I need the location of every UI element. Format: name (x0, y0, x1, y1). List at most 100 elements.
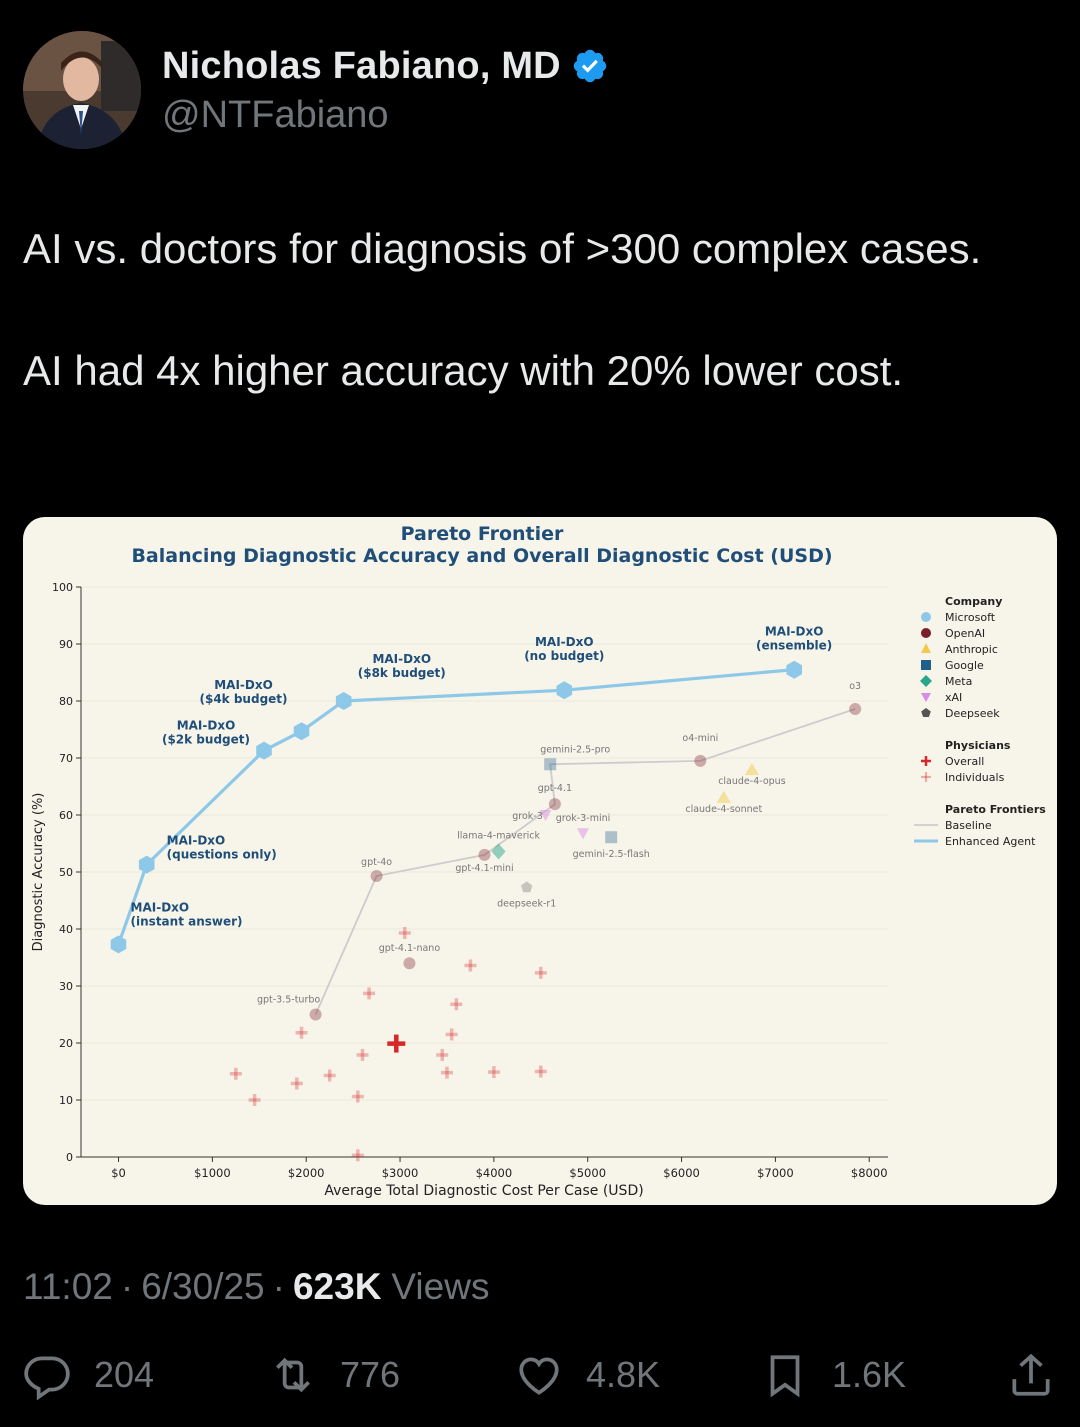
y-tick-label: 60 (59, 809, 73, 822)
enhanced-agent-marker (293, 722, 310, 741)
legend-label: Anthropic (945, 643, 998, 656)
enhanced-agent-label: MAI-DxO (372, 652, 431, 666)
enhanced-agent-label: (instant answer) (131, 914, 243, 928)
model-marker (403, 957, 416, 970)
enhanced-agent-label: (questions only) (167, 848, 277, 862)
model-label: grok-3 (512, 811, 543, 822)
enhanced-agent-label: ($8k budget) (358, 666, 446, 680)
views-count: 623K (292, 1266, 382, 1307)
author-avatar[interactable] (23, 31, 141, 149)
legend-marker (920, 675, 932, 687)
legend-label: Google (945, 659, 984, 672)
model-marker (744, 762, 759, 775)
legend-label: Baseline (945, 819, 992, 832)
like-count: 4.8K (586, 1354, 661, 1395)
enhanced-agent-label: MAI-DxO (167, 834, 226, 848)
model-label: gpt-4.1-nano (379, 943, 441, 954)
repost-count: 776 (340, 1354, 401, 1395)
x-tick-label: $2000 (288, 1166, 325, 1180)
legend-title-company: Company (945, 595, 1002, 608)
y-tick-label: 70 (59, 752, 73, 765)
avatar-image (23, 31, 141, 149)
reply-count: 204 (94, 1354, 155, 1395)
model-marker (548, 798, 561, 811)
legend-label: xAI (945, 691, 962, 704)
chart-subtitle: Balancing Diagnostic Accuracy and Overal… (131, 545, 832, 567)
enhanced-agent-label: MAI-DxO (535, 635, 594, 649)
model-marker (521, 881, 533, 893)
share-icon (1012, 1353, 1050, 1396)
model-marker (491, 843, 506, 860)
x-axis-label: Average Total Diagnostic Cost Per Case (… (324, 1183, 643, 1199)
x-tick-label: $5000 (569, 1166, 606, 1180)
model-label: gpt-3.5-turbo (257, 995, 320, 1006)
verified-badge-icon (573, 49, 607, 83)
model-label: llama-4-maverick (457, 830, 540, 841)
tweet-time[interactable]: 11:02 (23, 1266, 113, 1307)
legend-marker (921, 612, 931, 622)
y-tick-label: 20 (59, 1037, 73, 1050)
model-marker (605, 831, 618, 844)
legend-marker (921, 693, 931, 702)
model-label: deepseek-r1 (497, 898, 556, 909)
share-button[interactable] (1006, 1350, 1056, 1400)
legend-label: Microsoft (945, 611, 996, 624)
heart-icon (519, 1357, 559, 1395)
reply-button[interactable]: 204 (22, 1350, 154, 1400)
tweet-line-2: AI had 4x higher accuracy with 20% lower… (23, 347, 904, 394)
author-name[interactable]: Nicholas Fabiano, MD (162, 44, 561, 87)
tweet-line-1: AI vs. doctors for diagnosis of >300 com… (23, 225, 982, 272)
baseline-frontier-line (314, 708, 856, 1015)
legend-label: Deepseek (945, 707, 1000, 720)
legend-label: Overall (945, 755, 984, 768)
model-label: o4-mini (682, 733, 718, 744)
repost-button[interactable]: 776 (268, 1350, 400, 1400)
y-tick-label: 10 (59, 1094, 73, 1107)
y-tick-label: 0 (66, 1151, 73, 1164)
model-label: gpt-4.1 (538, 783, 572, 794)
model-marker (577, 828, 590, 840)
enhanced-agent-label: MAI-DxO (214, 678, 273, 692)
legend-title-physicians: Physicians (945, 739, 1011, 752)
chart-image[interactable]: Pareto Frontier Balancing Diagnostic Accu… (23, 517, 1057, 1205)
legend-marker (921, 628, 931, 638)
enhanced-agent-label: MAI-DxO (765, 625, 824, 639)
y-tick-label: 90 (59, 638, 73, 651)
model-label: claude-4-opus (718, 776, 786, 787)
y-tick-label: 100 (52, 581, 73, 594)
y-tick-label: 40 (59, 923, 73, 936)
model-label: gpt-4o (361, 857, 392, 868)
model-marker (716, 790, 731, 803)
x-tick-label: $1000 (194, 1166, 231, 1180)
enhanced-agent-label: (ensemble) (756, 639, 832, 653)
enhanced-agent-marker (556, 681, 573, 700)
model-label: gpt-4.1-mini (455, 863, 513, 874)
tweet-date[interactable]: 6/30/25 (141, 1266, 265, 1307)
model-marker (849, 702, 862, 715)
model-label: gemini-2.5-flash (573, 849, 650, 860)
model-label: grok-3-mini (556, 813, 611, 824)
repost-icon (276, 1357, 310, 1393)
views-label: Views (391, 1266, 490, 1307)
reply-icon (24, 1356, 70, 1400)
author-handle[interactable]: @NTFabiano (162, 94, 389, 136)
tweet-actions: 204 776 4.8K 1.6K (0, 1340, 1080, 1420)
enhanced-agent-label: ($4k budget) (200, 692, 288, 706)
x-tick-label: $3000 (382, 1166, 419, 1180)
y-axis-label: Diagnostic Accuracy (%) (31, 793, 46, 952)
model-marker (544, 758, 557, 771)
enhanced-agent-label: MAI-DxO (177, 719, 236, 733)
enhanced-agent-label: MAI-DxO (131, 900, 190, 914)
bookmark-count: 1.6K (832, 1354, 907, 1395)
tweet-meta: 11:02 · 6/30/25 · 623K Views (23, 1266, 490, 1307)
enhanced-agent-marker (138, 855, 155, 874)
x-tick-label: $7000 (757, 1166, 794, 1180)
legend-marker (921, 660, 931, 670)
model-marker (370, 869, 383, 882)
legend-title-frontiers: Pareto Frontiers (945, 803, 1046, 816)
like-button[interactable]: 4.8K (514, 1350, 660, 1400)
bookmark-button[interactable]: 1.6K (760, 1350, 906, 1400)
model-marker (478, 848, 491, 861)
legend-label: Individuals (945, 771, 1005, 784)
